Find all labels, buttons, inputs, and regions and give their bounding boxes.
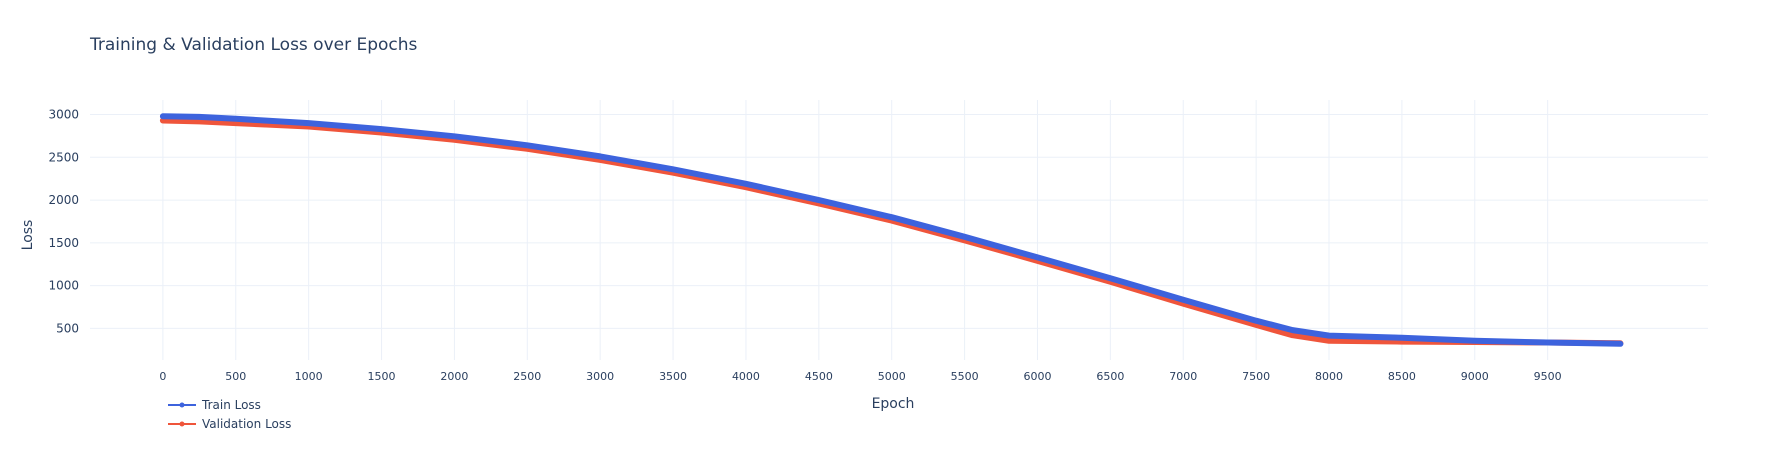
legend-label: Validation Loss <box>202 417 291 431</box>
legend-swatch-marker <box>179 421 185 427</box>
legend-item-train-loss[interactable]: Train Loss <box>168 398 261 412</box>
train-loss-point[interactable] <box>524 142 530 148</box>
x-tick-label: 5000 <box>878 370 906 383</box>
train-loss-point[interactable] <box>160 113 166 119</box>
train-loss-point[interactable] <box>597 153 603 159</box>
train-loss-point[interactable] <box>670 166 676 172</box>
train-loss-point[interactable] <box>1107 275 1113 281</box>
legend-item-validation-loss[interactable]: Validation Loss <box>168 417 291 431</box>
train-loss-point[interactable] <box>233 116 239 122</box>
train-loss-point[interactable] <box>196 114 202 120</box>
train-loss-point[interactable] <box>1545 340 1551 345</box>
y-tick-label: 2500 <box>48 150 79 164</box>
train-loss-point[interactable] <box>816 197 822 203</box>
train-loss-point[interactable] <box>1290 327 1296 333</box>
legend-swatch-marker <box>179 402 185 408</box>
train-loss-point[interactable] <box>1035 254 1040 260</box>
train-loss-point[interactable] <box>1399 335 1405 341</box>
legend-label: Train Loss <box>201 398 261 412</box>
y-tick-label: 3000 <box>48 108 79 122</box>
x-tick-label: 8500 <box>1388 370 1416 383</box>
train-loss-point[interactable] <box>1617 341 1623 347</box>
x-tick-label: 1500 <box>368 370 396 383</box>
train-loss-point[interactable] <box>1326 333 1332 339</box>
train-loss-point[interactable] <box>306 120 312 126</box>
x-tick-label: 9500 <box>1534 370 1562 383</box>
validation-loss-point[interactable] <box>1326 338 1332 344</box>
x-tick-label: 2000 <box>440 370 468 383</box>
y-axis-label: Loss <box>20 220 36 251</box>
y-tick-labels: 500 1000 1500 2000 2500 3000 <box>48 108 79 336</box>
y-tick-label: 1000 <box>48 279 79 293</box>
x-tick-label: 500 <box>225 370 246 383</box>
validation-loss-point[interactable] <box>1290 332 1296 338</box>
x-tick-label: 6000 <box>1023 370 1051 383</box>
x-tick-label: 8000 <box>1315 370 1343 383</box>
x-gridlines <box>162 100 1549 360</box>
x-tick-label: 3500 <box>659 370 687 383</box>
x-tick-label: 9000 <box>1461 370 1489 383</box>
x-tick-label: 2500 <box>513 370 541 383</box>
y-gridlines <box>90 114 1708 329</box>
validation-loss-point[interactable] <box>196 118 202 124</box>
x-tick-label: 7500 <box>1242 370 1270 383</box>
x-axis-label: Epoch <box>872 396 915 412</box>
train-loss-point[interactable] <box>451 133 457 139</box>
train-loss-point[interactable] <box>1472 338 1478 344</box>
x-tick-label: 1000 <box>295 370 323 383</box>
legend[interactable]: Train Loss Validation Loss <box>168 398 291 431</box>
x-tick-label: 0 <box>159 370 166 383</box>
train-loss-point[interactable] <box>743 181 749 187</box>
y-tick-label: 1500 <box>48 236 79 250</box>
train-loss-point[interactable] <box>1180 297 1186 303</box>
chart-title: Training & Validation Loss over Epochs <box>89 35 418 55</box>
x-tick-label: 4000 <box>732 370 760 383</box>
y-tick-label: 500 <box>56 321 79 335</box>
y-tick-label: 2000 <box>48 193 79 207</box>
train-loss-point[interactable] <box>962 234 968 240</box>
train-loss-point[interactable] <box>1253 318 1259 324</box>
x-tick-label: 6500 <box>1096 370 1124 383</box>
train-loss-point[interactable] <box>379 126 384 132</box>
series-layer <box>159 113 1624 347</box>
x-tick-label: 7000 <box>1169 370 1197 383</box>
x-tick-label: 3000 <box>586 370 614 383</box>
x-tick-label: 4500 <box>805 370 833 383</box>
train-loss-point[interactable] <box>889 214 895 220</box>
x-tick-labels: 0 500 1000 1500 2000 2500 3000 3500 4000 4500 5000… <box>159 370 1561 383</box>
x-tick-label: 5500 <box>951 370 979 383</box>
